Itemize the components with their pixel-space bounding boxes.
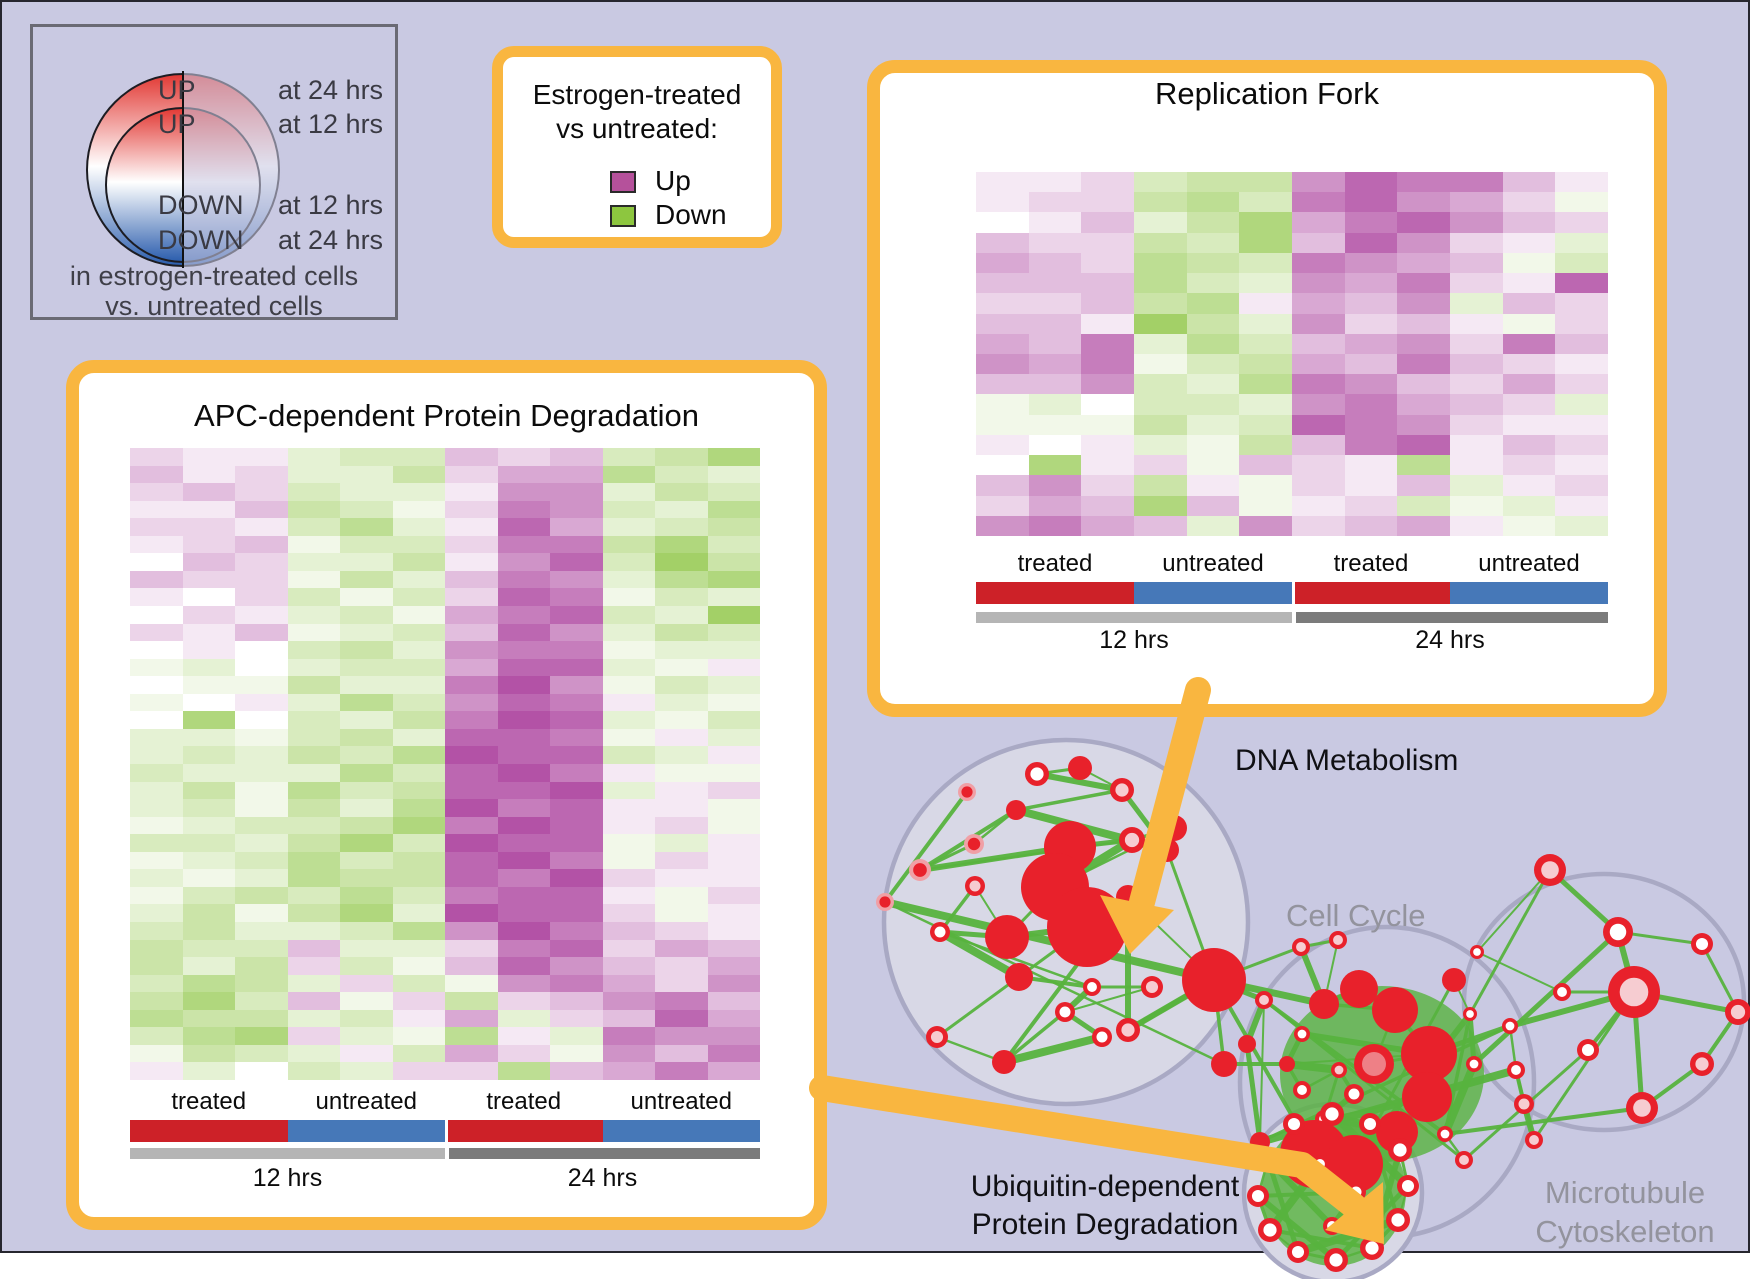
microtubule-label: Microtubule Cytoskeleton xyxy=(1500,1174,1750,1252)
time-bar-24hrs xyxy=(1296,612,1608,623)
treated-bar xyxy=(1295,582,1450,604)
group-label-untreated-1: untreated xyxy=(315,1088,417,1115)
ubiquitin-label: Ubiquitin-dependent Protein Degradation xyxy=(960,1168,1250,1243)
treated-bar xyxy=(448,1120,603,1142)
time-bar-12hrs xyxy=(130,1148,445,1159)
apc-panel-title: APC-dependent Protein Degradation xyxy=(194,398,699,433)
time-label-24hrs: 24 hrs xyxy=(1415,626,1485,654)
arrow-head-1 xyxy=(1325,1182,1384,1244)
untreated-bar xyxy=(602,1120,760,1142)
ring-footnote-1: in estrogen-treated cells xyxy=(69,261,359,291)
color-key-box: Estrogen-treated vs untreated: Up Down xyxy=(492,46,782,248)
ring-time-down-24: at 24 hrs xyxy=(278,225,384,255)
group-label-untreated-3: untreated xyxy=(630,1088,732,1115)
ubiquitin-label-line2: Protein Degradation xyxy=(971,1207,1239,1241)
time-label-24hrs: 24 hrs xyxy=(567,1164,638,1192)
group-label-treated-2: treated xyxy=(1333,550,1409,577)
ring-legend-box: UP at 24 hrs UP at 12 hrs DOWN at 12 hrs… xyxy=(30,24,398,321)
ring-label-down-24: DOWN xyxy=(158,225,244,255)
ring-time-12: at 12 hrs xyxy=(278,109,384,139)
time-bar-12hrs xyxy=(976,612,1292,623)
untreated-bar xyxy=(287,1120,445,1142)
ring-time-down-12: at 12 hrs xyxy=(278,190,384,220)
ubiquitin-label-line1: Ubiquitin-dependent xyxy=(970,1170,1240,1203)
ring-label-down-12: DOWN xyxy=(158,190,244,220)
treated-bar xyxy=(976,582,1134,604)
time-label-12hrs: 12 hrs xyxy=(252,1164,323,1192)
arrow-head-0 xyxy=(1100,895,1174,954)
time-bar-24hrs xyxy=(449,1148,760,1159)
group-label-untreated-1: untreated xyxy=(1162,550,1264,577)
cluster-ubiquitin xyxy=(1241,1101,1425,1279)
cluster-microtubule xyxy=(1461,871,1747,1133)
cluster-cell-cycle xyxy=(1237,924,1537,1240)
up-label: Up xyxy=(655,165,691,196)
time-label-12hrs: 12 hrs xyxy=(1099,626,1169,654)
group-label-treated-2: treated xyxy=(486,1088,562,1115)
cluster-dna xyxy=(881,737,1251,1107)
rf-heatmap-grid xyxy=(976,172,1608,536)
group-label-treated-0: treated xyxy=(171,1088,247,1115)
color-key-title-1: Estrogen-treated xyxy=(532,79,742,110)
ring-label-up-12: UP xyxy=(158,109,196,139)
down-label: Down xyxy=(655,199,727,230)
untreated-bar xyxy=(1134,582,1292,604)
group-label-untreated-3: untreated xyxy=(1478,550,1580,577)
microtubule-label-line1: Microtubule xyxy=(1544,1175,1706,1210)
arrow-shaft-0 xyxy=(1129,677,1211,915)
untreated-bar xyxy=(1450,582,1608,604)
dna-metabolism-label: DNA Metabolism xyxy=(1235,744,1459,777)
rf-panel-title: Replication Fork xyxy=(1155,76,1379,111)
cell-cycle-label: Cell Cycle xyxy=(1286,898,1426,933)
apc-heatmap-grid xyxy=(130,448,760,1080)
ring-label-up-24: UP xyxy=(158,75,196,105)
down-color-swatch xyxy=(610,205,636,227)
up-color-swatch xyxy=(610,171,636,193)
color-key-title-2: vs untreated: xyxy=(556,113,718,144)
ring-time-24: at 24 hrs xyxy=(278,75,384,105)
treated-bar xyxy=(130,1120,288,1142)
group-label-treated-0: treated xyxy=(1017,550,1093,577)
ring-center-line xyxy=(182,71,184,268)
microtubule-label-line2: Cytoskeleton xyxy=(1535,1213,1715,1249)
ring-footnote-2: vs. untreated cells xyxy=(105,291,323,321)
